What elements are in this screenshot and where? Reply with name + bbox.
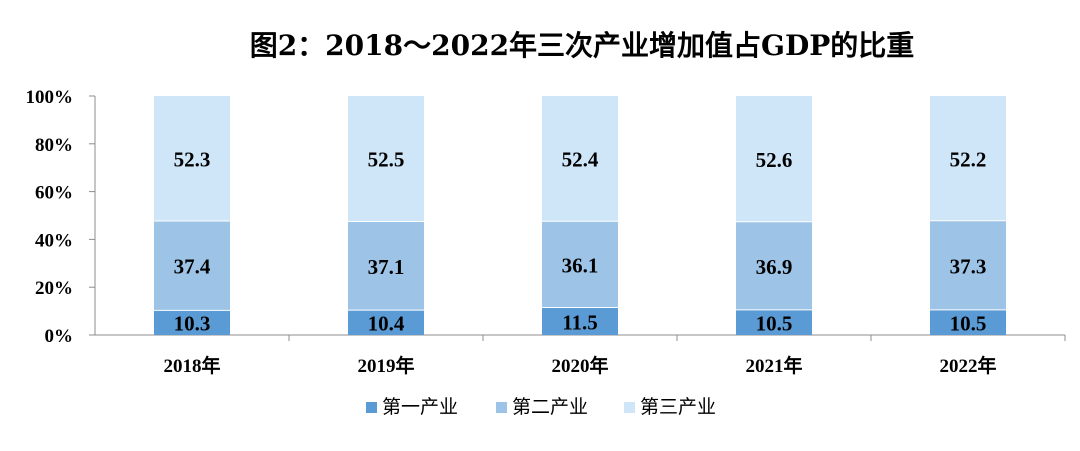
data-label: 37.1 (368, 255, 405, 279)
legend-swatch (624, 402, 635, 413)
x-tick-label: 2022年 (939, 354, 996, 377)
legend-swatch (496, 402, 507, 413)
bar-segment (736, 309, 812, 335)
data-label: 11.5 (562, 310, 598, 334)
x-tick-label: 2020年 (551, 354, 608, 377)
bar-segment (736, 96, 812, 222)
x-tick-label: 2021年 (745, 354, 802, 377)
data-label: 52.4 (562, 148, 599, 172)
legend-label: 第二产业 (512, 396, 588, 418)
legend-label: 第一产业 (382, 396, 458, 418)
y-tick-label: 40% (35, 230, 73, 251)
y-tick-label: 100% (26, 87, 74, 108)
bar-segment (930, 309, 1006, 335)
legend-swatch (366, 402, 377, 413)
bar-segment (348, 96, 424, 222)
y-tick-label: 0% (45, 326, 74, 347)
bars (154, 96, 1006, 335)
data-label: 52.5 (368, 148, 405, 172)
bar-segment (154, 96, 230, 221)
bar-segment (930, 220, 1006, 310)
data-label: 52.3 (174, 147, 211, 171)
data-label: 36.9 (756, 255, 793, 279)
data-labels: 10.3 37.4 52.3 10.4 37.1 52.5 11.5 36.1 52.4 10.5… (174, 147, 987, 335)
legend: 第一产业 第二产业 第三产业 (366, 396, 716, 418)
y-tick-label: 60% (35, 183, 73, 204)
legend-label: 第三产业 (640, 396, 716, 418)
bar-segment (348, 310, 424, 335)
data-label: 37.3 (950, 254, 987, 278)
bar-segment (542, 221, 618, 308)
y-tick-label: 80% (35, 135, 73, 156)
data-label: 10.5 (756, 311, 793, 335)
bar-segment (154, 220, 230, 311)
x-tick-label: 2018年 (163, 354, 220, 377)
data-label: 37.4 (174, 255, 211, 279)
data-label: 36.1 (562, 253, 599, 277)
data-label: 52.2 (950, 147, 987, 171)
data-label: 10.4 (368, 312, 405, 336)
bar-segment (930, 96, 1006, 221)
x-tick-label: 2019年 (357, 354, 414, 377)
axes: 0% 20% 40% 60% 80% 100% 2018年 2019年 2020年 2021年 20… (26, 87, 1066, 377)
bar-segment (736, 221, 812, 310)
bar-segment (348, 221, 424, 311)
y-tick-label: 20% (35, 278, 73, 299)
data-label: 10.3 (174, 312, 211, 336)
data-label: 52.6 (756, 148, 793, 172)
bar-segment (542, 307, 618, 335)
data-label: 10.5 (950, 311, 987, 335)
chart-title: 图2：2018～2022年三次产业增加值占GDP的比重 (250, 29, 915, 62)
bar-segment (154, 310, 230, 335)
bar-segment (542, 96, 618, 222)
